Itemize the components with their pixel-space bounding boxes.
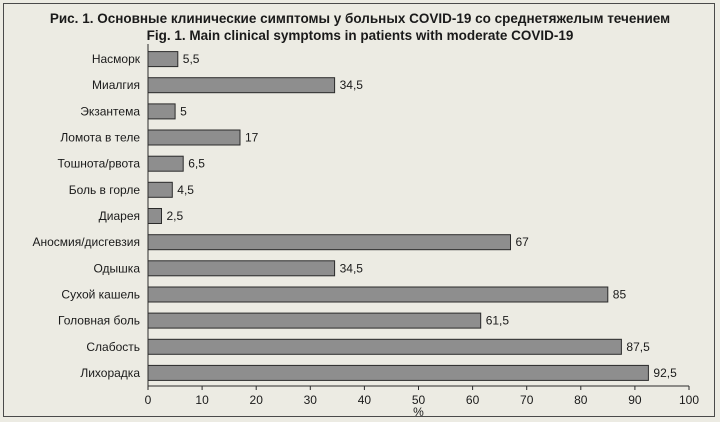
category-label: Слабость xyxy=(86,340,140,354)
x-tick-label: 20 xyxy=(250,393,264,407)
chart-title: Рис. 1. Основные клинические симптомы у … xyxy=(49,11,671,26)
category-label: Тошнота/рвота xyxy=(58,157,141,171)
chart-subtitle: Fig. 1. Main clinical symptoms in patien… xyxy=(146,28,574,43)
bar xyxy=(147,260,336,277)
bar xyxy=(147,51,179,68)
value-label: 92,5 xyxy=(653,366,677,380)
value-label: 6,5 xyxy=(188,157,205,171)
bar xyxy=(147,155,184,172)
bar xyxy=(147,208,162,224)
category-label: Миалгия xyxy=(92,78,140,92)
bar xyxy=(147,103,176,120)
value-label: 34,5 xyxy=(340,261,364,275)
value-label: 61,5 xyxy=(486,314,510,328)
category-label: Сухой кашель xyxy=(61,288,140,302)
category-label: Головная боль xyxy=(58,314,140,328)
bar xyxy=(147,181,173,198)
chart-frame xyxy=(3,3,715,417)
value-label: 4,5 xyxy=(177,183,194,197)
bar xyxy=(147,234,511,251)
category-label: Диарея xyxy=(99,209,140,223)
value-label: 17 xyxy=(245,131,259,145)
value-label: 85 xyxy=(613,288,627,302)
category-label: Насморк xyxy=(92,52,141,66)
bar xyxy=(147,129,241,146)
value-label: 34,5 xyxy=(340,78,364,92)
x-tick-label: 80 xyxy=(574,393,588,407)
category-label: Экзантема xyxy=(80,104,140,118)
category-label: Ломота в теле xyxy=(60,131,140,145)
bar xyxy=(147,338,622,355)
x-tick-label: 30 xyxy=(304,393,318,407)
category-label: Лихорадка xyxy=(80,366,140,380)
value-label: 2,5 xyxy=(167,209,184,223)
category-label: Одышка xyxy=(93,261,140,275)
bar xyxy=(147,312,482,329)
x-tick-label: 50 xyxy=(412,393,426,407)
value-label: 67 xyxy=(516,235,530,249)
value-label: 5 xyxy=(180,104,187,118)
x-tick-label: 100 xyxy=(679,393,699,407)
category-label: Аносмия/дисгевзия xyxy=(32,235,140,249)
chart-titles: Рис. 1. Основные клинические симптомы у … xyxy=(0,10,720,44)
x-tick-label: 40 xyxy=(358,393,372,407)
bar xyxy=(147,286,609,303)
x-tick-label: 0 xyxy=(145,393,152,407)
x-tick-label: 10 xyxy=(195,393,209,407)
x-tick-label: 70 xyxy=(520,393,534,407)
bar xyxy=(147,364,649,381)
value-label: 87,5 xyxy=(626,340,650,354)
x-tick-label: 60 xyxy=(466,393,480,407)
x-axis-title: % xyxy=(413,405,424,419)
category-label: Боль в горле xyxy=(69,183,141,197)
x-tick-label: 90 xyxy=(628,393,642,407)
value-label: 5,5 xyxy=(183,52,200,66)
bar xyxy=(147,77,336,94)
